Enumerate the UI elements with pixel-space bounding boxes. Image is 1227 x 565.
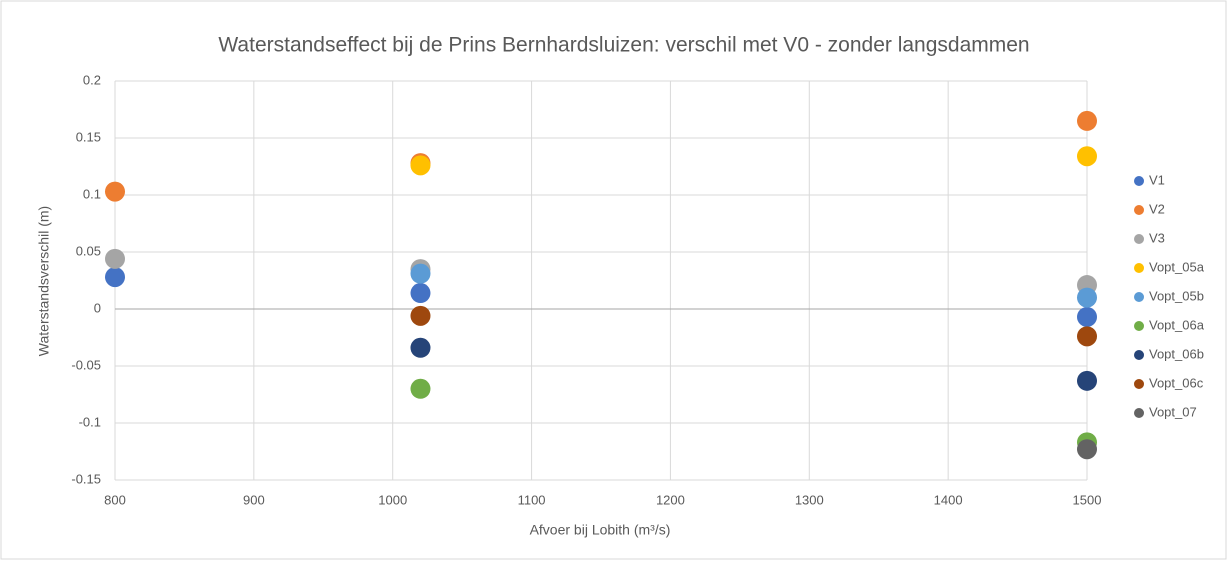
x-axis-label: Afvoer bij Lobith (m³/s) xyxy=(530,522,671,538)
x-tick-label: 1000 xyxy=(378,492,407,507)
point xyxy=(1077,110,1097,131)
y-tick-label: -0.1 xyxy=(79,414,101,429)
x-tick-label: 1500 xyxy=(1073,492,1102,507)
legend-label: V1 xyxy=(1149,172,1165,187)
legend-marker xyxy=(1134,408,1144,418)
legend-label: Vopt_05b xyxy=(1149,288,1204,303)
point xyxy=(1077,439,1097,460)
legend-marker xyxy=(1134,205,1144,215)
legend-label: Vopt_05a xyxy=(1149,259,1205,274)
point xyxy=(410,337,431,358)
y-tick-label: 0.1 xyxy=(83,186,101,201)
legend-label: Vopt_06c xyxy=(1149,375,1204,390)
legend-marker xyxy=(1134,321,1144,331)
point xyxy=(105,248,125,269)
point xyxy=(410,263,431,284)
x-tick-label: 1300 xyxy=(795,492,824,507)
point xyxy=(105,181,125,202)
point xyxy=(1077,326,1097,347)
point xyxy=(1077,146,1097,167)
y-tick-label: 0.05 xyxy=(76,243,101,258)
y-tick-label: 0.2 xyxy=(83,72,101,87)
x-tick-label: 900 xyxy=(243,492,265,507)
x-tick-label: 1200 xyxy=(656,492,685,507)
y-tick-label: 0.15 xyxy=(76,129,101,144)
legend-marker xyxy=(1134,263,1144,273)
point xyxy=(410,283,431,304)
point xyxy=(1077,306,1097,327)
y-tick-label: -0.05 xyxy=(71,357,101,372)
x-tick-label: 1100 xyxy=(518,492,546,507)
legend-label: Vopt_07 xyxy=(1149,404,1197,419)
point xyxy=(410,378,431,399)
legend-label: V3 xyxy=(1149,230,1165,245)
y-tick-label: -0.15 xyxy=(71,471,101,486)
point xyxy=(1077,287,1097,308)
legend-marker xyxy=(1134,176,1144,186)
legend-label: Vopt_06a xyxy=(1149,317,1205,332)
point xyxy=(410,305,431,326)
chart-title: Waterstandseffect bij de Prins Bernhards… xyxy=(218,34,1029,57)
y-axis-label: Waterstandsverschil (m) xyxy=(36,206,52,356)
point xyxy=(105,267,125,288)
x-tick-label: 1400 xyxy=(934,492,963,507)
legend-marker xyxy=(1134,350,1144,360)
point xyxy=(1077,370,1097,391)
x-tick-label: 800 xyxy=(104,492,126,507)
legend-label: Vopt_06b xyxy=(1149,346,1204,361)
legend-label: V2 xyxy=(1149,201,1165,216)
point xyxy=(410,155,431,176)
legend-marker xyxy=(1134,292,1144,302)
y-tick-label: 0 xyxy=(94,300,101,315)
legend-marker xyxy=(1134,234,1144,244)
legend-marker xyxy=(1134,379,1144,389)
